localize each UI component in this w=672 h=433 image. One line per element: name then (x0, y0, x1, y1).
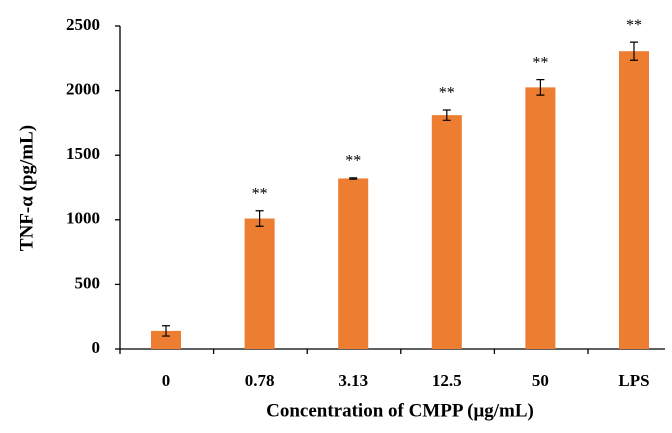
significance-label: ** (252, 185, 268, 202)
y-axis-title: TNF-α (pg/mL) (16, 125, 37, 251)
error-bar (162, 325, 170, 337)
bar (151, 330, 181, 349)
y-tick-label: 2000 (66, 80, 100, 99)
x-axis-title: Concentration of CMPP (μg/mL) (266, 400, 534, 421)
significance-label: ** (439, 85, 455, 102)
error-bar (630, 41, 638, 61)
bar (338, 178, 369, 349)
significance-label: ** (345, 152, 361, 169)
x-tick-label: 12.5 (432, 371, 462, 390)
y-tick-label: 1000 (66, 209, 100, 228)
significance-label: ** (532, 54, 548, 71)
error-bar (442, 109, 451, 121)
bar (244, 218, 275, 349)
y-tick-label: 2500 (66, 15, 100, 34)
x-tick-label: 0 (162, 371, 171, 390)
bar (431, 115, 462, 349)
significance-label: ** (626, 17, 642, 34)
error-bar (536, 79, 545, 96)
bar (619, 51, 649, 349)
bar (525, 87, 556, 350)
x-tick-label: 50 (532, 371, 549, 390)
x-tick-label: 0.78 (245, 371, 275, 390)
error-bar (349, 177, 358, 180)
y-tick-label: 1500 (66, 144, 100, 163)
x-tick-label: 3.13 (338, 371, 368, 390)
y-tick-label: 500 (75, 273, 101, 292)
error-bar (255, 210, 264, 227)
y-tick-label: 0 (92, 338, 101, 357)
x-tick-label: LPS (618, 371, 649, 390)
